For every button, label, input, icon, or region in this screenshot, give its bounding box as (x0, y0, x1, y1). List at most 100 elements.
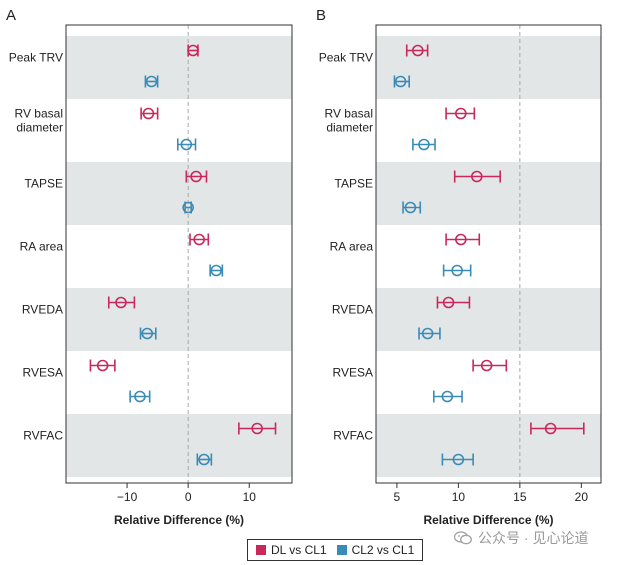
x-tick-label: −10 (117, 490, 138, 504)
category-label-rvesa: RVESA (333, 366, 373, 380)
x-tick-label: 15 (513, 490, 527, 504)
point-estimate (198, 453, 210, 466)
ci-mark-dl-vs-cl1-ra-area (189, 233, 210, 246)
legend-item-cl2: CL2 vs CL1 (336, 543, 415, 557)
point-estimate (193, 233, 205, 246)
point-estimate (421, 327, 434, 340)
point-estimate (190, 170, 202, 183)
ci-mark-dl-vs-cl1-ra-area (445, 233, 481, 246)
x-tick-label: 0 (185, 490, 192, 504)
category-label-rvesa: RVESA (23, 366, 63, 380)
point-estimate (471, 170, 483, 183)
ci-mark-dl-vs-cl1-rvfac (530, 422, 585, 435)
watermark-text: 公众号 · 见心论道 (478, 530, 589, 546)
plot-frame (65, 24, 293, 484)
band-tapse (376, 162, 601, 225)
x-axis-label: Relative Difference (%) (423, 513, 553, 527)
point-estimate (115, 296, 127, 309)
point-estimate (187, 44, 199, 57)
ci-mark-cl2-vs-cl1-tapse (182, 201, 194, 214)
panel-label: A (6, 7, 16, 24)
point-estimate (145, 75, 158, 88)
band-rveda (66, 288, 292, 351)
panel-a: A −10 0 10 Relative Difference (%) Peak TRV RV… (6, 7, 293, 527)
ci-mark-dl-vs-cl1-tapse (185, 170, 208, 183)
point-estimate (142, 107, 155, 120)
point-estimate (442, 296, 455, 309)
panel-label: B (316, 7, 326, 24)
category-label-rveda: RVEDA (332, 303, 373, 317)
point-estimate (96, 359, 109, 372)
point-estimate (451, 264, 463, 277)
ci-mark-dl-vs-cl1-rvesa (472, 359, 508, 372)
ci-mark-cl2-vs-cl1-rveda (139, 327, 157, 340)
ci-mark-dl-vs-cl1-rveda (436, 296, 471, 309)
point-estimate (182, 201, 194, 214)
ci-mark-cl2-vs-cl1-rv-basal-diameter (412, 138, 436, 151)
ci-mark-dl-vs-cl1-peak-trv (187, 44, 199, 57)
band-peak-trv (66, 36, 292, 99)
ci-mark-cl2-vs-cl1-rveda (418, 327, 441, 340)
plot-frame (375, 24, 602, 484)
point-estimate (141, 327, 154, 340)
band-peak-trv (376, 36, 601, 99)
ci-mark-dl-vs-cl1-rvfac (238, 422, 277, 435)
ci-mark-dl-vs-cl1-rveda (107, 296, 136, 309)
legend-label-cl2: CL2 vs CL1 (351, 543, 415, 557)
category-label-tapse: TAPSE (335, 177, 373, 191)
ci-mark-dl-vs-cl1-rvesa (89, 359, 116, 372)
ci-mark-dl-vs-cl1-peak-trv (405, 44, 429, 57)
ci-mark-cl2-vs-cl1-tapse (402, 201, 422, 214)
category-label-rv-basal-diameter: RV basal diameter (325, 107, 373, 135)
ci-mark-cl2-vs-cl1-rvesa (432, 390, 463, 403)
ci-mark-dl-vs-cl1-rv-basal-diameter (140, 107, 159, 120)
category-label-rv-basal-diameter: RV basal diameter (15, 107, 63, 135)
ci-mark-cl2-vs-cl1-peak-trv (144, 75, 159, 88)
point-estimate (455, 233, 467, 246)
point-estimate (441, 390, 454, 403)
legend-swatch-dl (256, 545, 266, 555)
legend-label-dl: DL vs CL1 (271, 543, 327, 557)
x-tick-label: 10 (452, 490, 466, 504)
point-estimate (418, 138, 430, 151)
category-label-rvfac: RVFAC (23, 429, 63, 443)
point-estimate (180, 138, 193, 151)
watermark: 公众号 · 见心论道 (454, 528, 588, 548)
category-label-ra-area: RA area (330, 240, 374, 254)
point-estimate (210, 264, 223, 277)
ci-mark-cl2-vs-cl1-rvesa (129, 390, 151, 403)
x-tick-label: 5 (394, 490, 401, 504)
legend-swatch-cl2 (336, 545, 347, 555)
ci-mark-dl-vs-cl1-tapse (453, 170, 501, 183)
category-label-peak-trv: Peak TRV (319, 51, 373, 65)
legend-item-dl: DL vs CL1 (256, 543, 327, 557)
category-label-peak-trv: Peak TRV (9, 51, 63, 65)
band-tapse (66, 162, 292, 225)
x-tick-label: 20 (575, 490, 589, 504)
panel-b: B 5 10 15 20 Relative Difference (%) Peak TRV R… (316, 7, 602, 527)
ci-mark-cl2-vs-cl1-ra-area (209, 264, 224, 277)
point-estimate (455, 107, 467, 120)
point-estimate (404, 201, 417, 214)
legend: DL vs CL1 CL2 vs CL1 (247, 539, 424, 561)
x-tick-label: 10 (243, 490, 257, 504)
category-label-ra-area: RA area (20, 240, 64, 254)
category-label-rveda: RVEDA (22, 303, 63, 317)
band-rveda (376, 288, 601, 351)
ci-mark-cl2-vs-cl1-rvfac (196, 453, 213, 466)
ci-mark-cl2-vs-cl1-rvfac (441, 453, 474, 466)
point-estimate (394, 75, 407, 88)
point-estimate (452, 453, 465, 466)
point-estimate (134, 390, 146, 403)
point-estimate (544, 422, 557, 435)
band-rvfac (376, 414, 601, 477)
category-label-rvfac: RVFAC (333, 429, 373, 443)
ci-mark-cl2-vs-cl1-ra-area (442, 264, 472, 277)
wechat-icon (454, 531, 472, 545)
category-label-tapse: TAPSE (25, 177, 63, 191)
x-axis-label: Relative Difference (%) (114, 513, 244, 527)
point-estimate (412, 44, 424, 57)
ci-mark-cl2-vs-cl1-rv-basal-diameter (176, 138, 197, 151)
point-estimate (480, 359, 493, 372)
